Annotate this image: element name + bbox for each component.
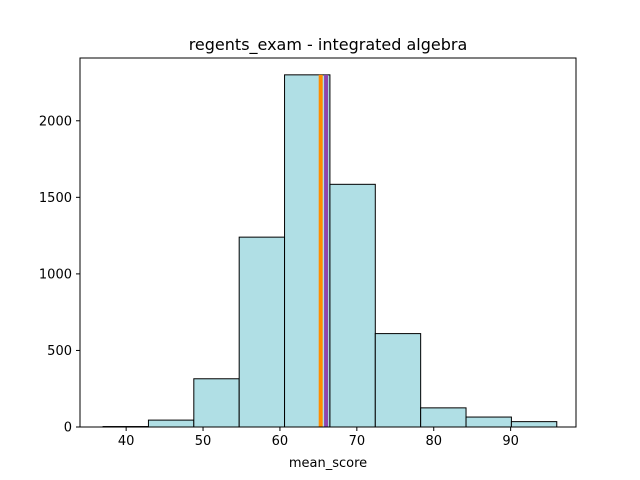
y-tick-label-3: 1500	[39, 191, 72, 206]
y-tick-label-2: 1000	[39, 267, 72, 282]
histogram-bar-8	[465, 416, 512, 428]
histogram-bar-7	[420, 407, 467, 428]
x-tick-label-2: 60	[272, 434, 289, 449]
x-tick-label-0: 40	[118, 434, 135, 449]
x-tick-label-4: 80	[425, 434, 442, 449]
x-axis-ticks: 40 50 60 70 80 90	[118, 427, 519, 449]
histogram-bar-2	[193, 378, 240, 428]
x-tick-label-1: 50	[195, 434, 212, 449]
bars-group	[102, 74, 558, 428]
histogram-bar-9	[510, 421, 558, 428]
y-tick-label-0: 0	[64, 421, 72, 436]
y-tick-label-4: 2000	[39, 114, 72, 129]
histogram-bar-4	[284, 74, 331, 428]
x-axis-label: mean_score	[289, 456, 367, 471]
y-tick-label-1: 500	[47, 344, 72, 359]
x-tick-label-3: 70	[349, 434, 366, 449]
histogram-bar-6	[374, 333, 422, 428]
y-axis-ticks: 0 500 1000 1500 2000	[39, 114, 80, 436]
x-tick-label-5: 90	[502, 434, 519, 449]
histogram-bar-5	[329, 183, 376, 428]
reference-lines-group	[318, 74, 329, 427]
chart-title: regents_exam - integrated algebra	[189, 35, 468, 55]
histogram-bar-1	[147, 419, 195, 428]
plot-frame	[79, 57, 577, 428]
histogram-bar-3	[238, 236, 286, 428]
